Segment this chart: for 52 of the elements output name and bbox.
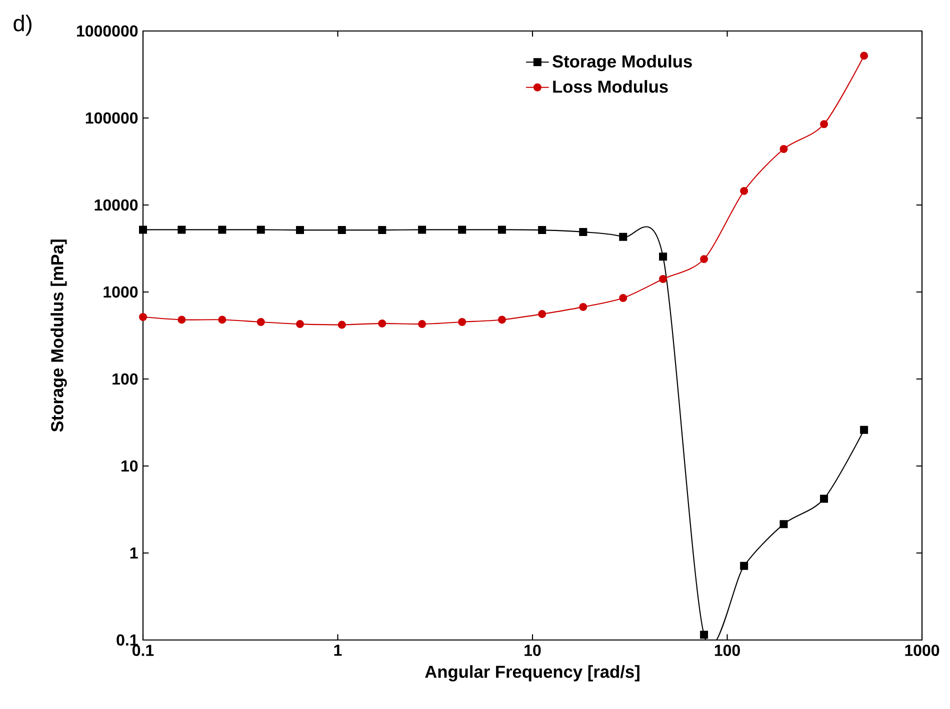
legend-label: Loss Modulus [553, 80, 668, 93]
point [700, 630, 708, 639]
point [820, 120, 828, 128]
point [458, 226, 466, 234]
point [338, 320, 346, 329]
x-tick-label: 10 [524, 644, 541, 656]
point [256, 226, 265, 234]
point [378, 226, 386, 234]
y-axis-title: Storage Modulus [mPa] [50, 240, 67, 432]
x-tick-label: 100 [714, 644, 740, 656]
point [498, 316, 506, 324]
point [538, 310, 546, 318]
point [740, 186, 748, 195]
point [178, 316, 186, 324]
point [418, 226, 426, 234]
point [378, 319, 386, 328]
point [178, 226, 186, 234]
point [860, 426, 868, 434]
y-tick-label: 1 [130, 547, 138, 558]
text: d) [14, 14, 32, 36]
x-tick-label: 1000 [905, 644, 940, 656]
point [740, 562, 748, 570]
y-tick-label: 0.1 [116, 634, 138, 646]
y-tick-label: 100000 [86, 112, 138, 124]
point [659, 275, 668, 284]
point [860, 52, 868, 60]
point [820, 494, 828, 503]
point [700, 255, 708, 264]
point [218, 226, 226, 234]
point [579, 228, 588, 236]
y-tick-label: 100 [112, 373, 138, 385]
point [619, 232, 628, 241]
point [659, 252, 668, 261]
y-tick-label: 1000000 [77, 25, 138, 37]
point [579, 302, 588, 311]
x-tick-label: 1 [334, 644, 342, 656]
y-tick-label: 10 [122, 460, 138, 472]
point [498, 226, 506, 234]
point [780, 520, 788, 528]
point [418, 320, 426, 328]
y-tick-label: 10000 [94, 199, 138, 211]
point [458, 318, 466, 326]
point [218, 316, 226, 324]
point [780, 145, 788, 154]
point [338, 226, 346, 234]
point [256, 318, 265, 326]
x-axis-title: Angular Frequency [rad/s] [425, 665, 640, 682]
legend-label: Storage Modulus [552, 54, 692, 72]
x-tick-label: 0.1 [132, 644, 154, 656]
point [538, 226, 546, 234]
point [619, 294, 628, 302]
y-tick-label: 1000 [104, 286, 138, 298]
